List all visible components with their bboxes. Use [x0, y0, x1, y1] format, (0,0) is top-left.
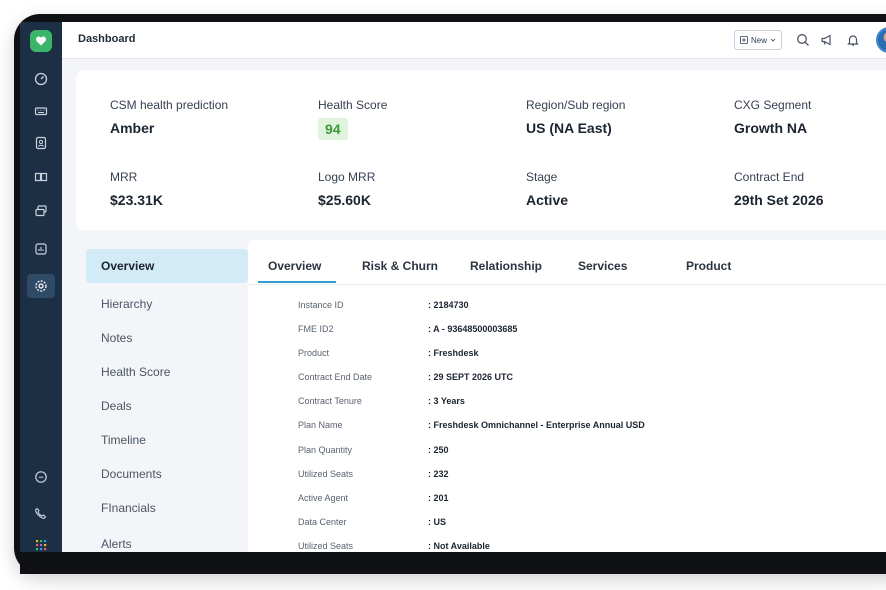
- summary-field: CSM health prediction Amber: [110, 98, 228, 136]
- plus-box-icon: [740, 36, 748, 44]
- detail-key: Contract End Date: [298, 372, 373, 382]
- top-bar: Dashboard New: [62, 22, 886, 59]
- detail-value: : 232: [428, 469, 449, 479]
- field-label: Contract End: [734, 170, 805, 184]
- field-value: Active: [526, 192, 569, 208]
- detail-value: : 201: [428, 493, 449, 503]
- bell-icon[interactable]: [844, 31, 862, 49]
- detail-key: Utilized Seats: [298, 469, 354, 479]
- detail-value: : 2184730: [428, 300, 469, 310]
- field-label: Stage: [526, 170, 558, 184]
- summary-field: CXG Segment Growth NA: [734, 98, 811, 136]
- detail-key: Contract Tenure: [298, 396, 362, 406]
- side-menu-item-timeline[interactable]: Timeline: [101, 433, 146, 447]
- summary-field: Stage Active: [526, 170, 568, 208]
- detail-value: : US: [428, 517, 446, 527]
- summary-field: Contract End 29th Set 2026: [734, 170, 824, 208]
- detail-row: Contract Tenure : 3 Years: [298, 396, 858, 412]
- field-label: MRR: [110, 170, 138, 184]
- tab-product[interactable]: Product: [686, 259, 732, 273]
- field-value: US (NA East): [526, 120, 612, 136]
- side-menu-item-alerts[interactable]: Alerts: [101, 537, 132, 551]
- detail-key: Active Agent: [298, 493, 349, 503]
- detail-row: Plan Quantity : 250: [298, 445, 858, 461]
- contact-card-icon[interactable]: [32, 134, 50, 152]
- detail-row: Utilized Seats : Not Available: [298, 541, 858, 557]
- detail-key: Product: [298, 348, 330, 358]
- detail-value: : Freshdesk: [428, 348, 479, 358]
- apps-grid-icon[interactable]: [32, 536, 50, 554]
- field-value: 29th Set 2026: [734, 192, 824, 208]
- side-menu-item-health-score[interactable]: Health Score: [101, 365, 171, 379]
- field-value: Amber: [110, 120, 155, 136]
- report-icon[interactable]: [32, 240, 50, 258]
- account-summary-card: CSM health prediction Amber Health Score…: [76, 70, 886, 230]
- detail-key: Plan Name: [298, 420, 343, 430]
- summary-field: Logo MRR $25.60K: [318, 170, 375, 208]
- book-icon[interactable]: [32, 168, 50, 186]
- settings-icon[interactable]: [27, 274, 55, 298]
- side-menu-item-financials[interactable]: FInancials: [101, 501, 156, 515]
- field-label: Health Score: [318, 98, 388, 112]
- left-nav-rail: [20, 22, 62, 566]
- detail-value: : 3 Years: [428, 396, 465, 406]
- detail-row: Product : Freshdesk: [298, 348, 858, 364]
- side-menu-item-notes[interactable]: Notes: [101, 331, 133, 345]
- health-score-badge: 94: [318, 118, 348, 140]
- detail-key: Utilized Seats: [298, 541, 354, 551]
- gauge-icon[interactable]: [32, 70, 50, 88]
- detail-value: : 250: [428, 445, 449, 455]
- detail-row: Plan Name : Freshdesk Omnichannel - Ente…: [298, 420, 858, 436]
- chevron-down-icon: [770, 38, 776, 42]
- app-screen: Dashboard New CSM health prediction Ambe…: [20, 22, 886, 566]
- detail-row: Active Agent : 201: [298, 493, 858, 509]
- field-label: Logo MRR: [318, 170, 376, 184]
- detail-panel: Overview Risk & Churn Relationship Servi…: [248, 240, 886, 566]
- search-icon[interactable]: [794, 31, 812, 49]
- side-menu-item-deals[interactable]: Deals: [101, 399, 132, 413]
- field-value: $23.31K: [110, 192, 163, 208]
- layers-icon[interactable]: [32, 202, 50, 220]
- phone-icon[interactable]: [32, 504, 50, 522]
- field-label: CXG Segment: [734, 98, 812, 112]
- detail-tabs: Overview Risk & Churn Relationship Servi…: [248, 240, 886, 285]
- device-bottom-bezel: [20, 552, 886, 574]
- detail-row: Utilized Seats : 232: [298, 469, 858, 485]
- detail-row: Data Center : US: [298, 517, 858, 533]
- field-label: CSM health prediction: [110, 98, 229, 112]
- detail-row: Instance ID : 2184730: [298, 300, 858, 316]
- summary-field: MRR $23.31K: [110, 170, 163, 208]
- summary-field: Region/Sub region US (NA East): [526, 98, 625, 136]
- new-button[interactable]: New: [734, 30, 782, 50]
- side-menu-item-hierarchy[interactable]: Hierarchy: [101, 297, 153, 311]
- side-menu-item-documents[interactable]: Documents: [101, 467, 162, 481]
- detail-key: Data Center: [298, 517, 347, 527]
- detail-value: : Not Available: [428, 541, 490, 551]
- chat-icon[interactable]: [32, 468, 50, 486]
- tab-relationship[interactable]: Relationship: [470, 259, 543, 273]
- summary-field: Health Score 94: [318, 98, 387, 140]
- new-button-label: New: [750, 35, 767, 45]
- avatar[interactable]: [876, 27, 886, 53]
- detail-value: : Freshdesk Omnichannel - Enterprise Ann…: [428, 420, 645, 430]
- logo-heart-icon[interactable]: [30, 30, 52, 52]
- megaphone-icon[interactable]: [818, 31, 836, 49]
- field-value: Growth NA: [734, 120, 808, 136]
- detail-key: FME ID2: [298, 324, 334, 334]
- tab-overview[interactable]: Overview: [268, 259, 322, 273]
- tab-services[interactable]: Services: [578, 259, 628, 273]
- field-label: Region/Sub region: [526, 98, 626, 112]
- side-menu-item-overview[interactable]: Overview: [86, 249, 248, 283]
- detail-key: Instance ID: [298, 300, 344, 310]
- detail-key: Plan Quantity: [298, 445, 353, 455]
- detail-row: Contract End Date : 29 SEPT 2026 UTC: [298, 372, 858, 388]
- page-title: Dashboard: [78, 33, 136, 45]
- field-value: $25.60K: [318, 192, 371, 208]
- active-tab-indicator: [258, 281, 336, 283]
- detail-row: FME ID2 : A - 93648500003685: [298, 324, 858, 340]
- tab-risk-churn[interactable]: Risk & Churn: [362, 259, 439, 273]
- detail-value: : 29 SEPT 2026 UTC: [428, 372, 514, 382]
- keyboard-icon[interactable]: [32, 102, 50, 120]
- detail-value: : A - 93648500003685: [428, 324, 518, 334]
